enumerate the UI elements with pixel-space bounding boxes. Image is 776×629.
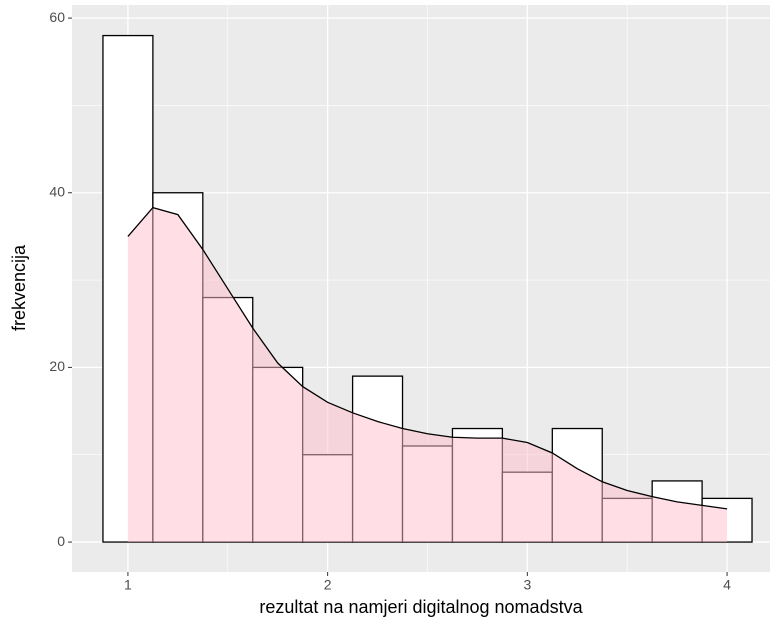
density-area: [127, 207, 728, 543]
x-tick-label: 1: [124, 577, 132, 593]
density-line: [127, 206, 728, 510]
y-tick-label: 0: [57, 533, 65, 549]
x-tick-label: 3: [523, 577, 531, 593]
x-tick-label: 2: [324, 577, 332, 593]
y-axis-title: frekvencija: [9, 244, 29, 331]
y-tick-label: 60: [49, 9, 65, 25]
x-axis-title: rezultat na namjeri digitalnog nomadstva: [259, 597, 583, 617]
x-tick-label: 4: [723, 577, 731, 593]
y-tick-label: 40: [49, 183, 65, 199]
y-tick-label: 20: [49, 358, 65, 374]
